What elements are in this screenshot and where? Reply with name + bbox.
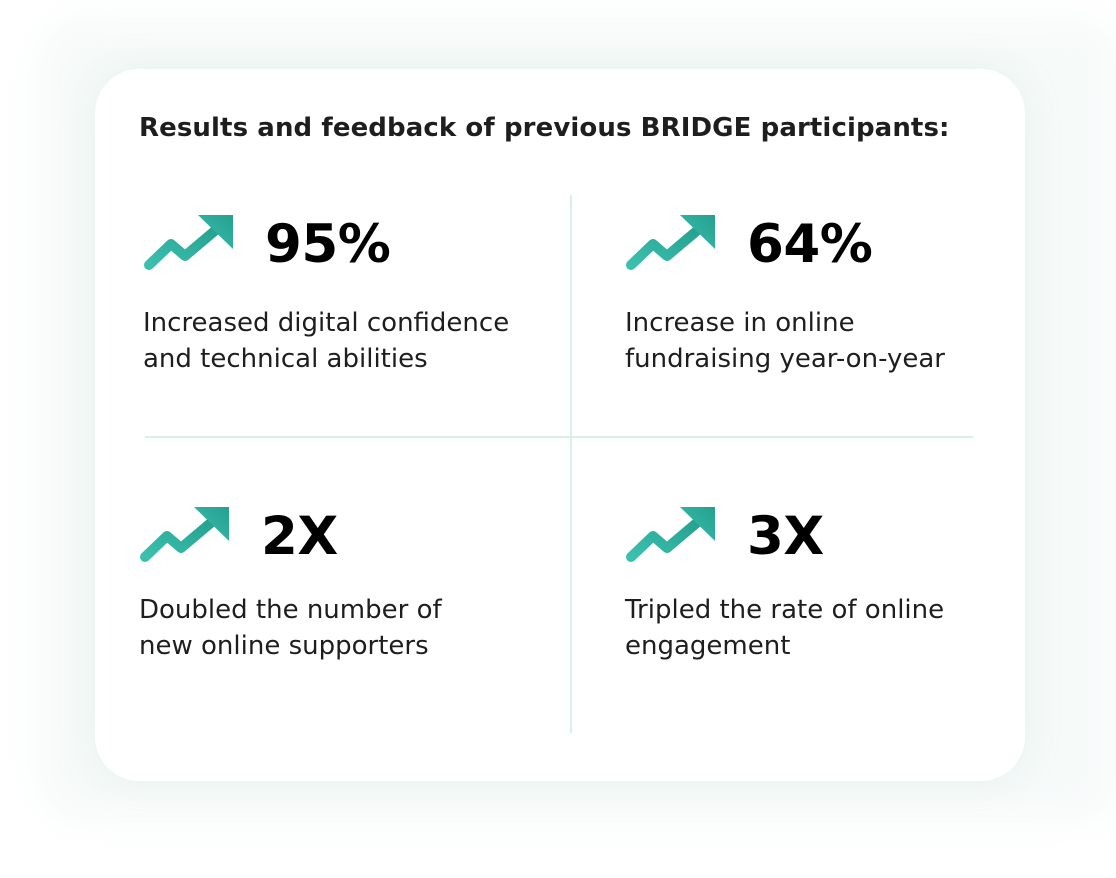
trending-up-arrow-icon	[144, 215, 233, 270]
stat-value: 3X	[747, 505, 824, 567]
results-card: Results and feedback of previous BRIDGE …	[95, 69, 1025, 781]
stat-value: 2X	[261, 505, 338, 567]
stat-description: Increase in online fundraising year-on-y…	[625, 308, 945, 374]
stat-description: Tripled the rate of online engagement	[625, 595, 945, 661]
stat-header: 2X	[139, 507, 442, 565]
horizontal-divider	[145, 436, 973, 438]
stat-block: 64% Increase in online fundraising year-…	[625, 215, 945, 377]
vertical-divider	[570, 195, 572, 733]
stat-header: 95%	[143, 215, 509, 273]
trending-up-arrow-icon	[626, 215, 715, 270]
stat-block: 95% Increased digital confidence and tec…	[143, 215, 509, 377]
stat-description: Increased digital confidence and technic…	[143, 308, 510, 374]
trending-up-arrow-icon	[140, 507, 229, 562]
card-heading: Results and feedback of previous BRIDGE …	[139, 113, 950, 143]
stat-block: 3X Tripled the rate of online engagement	[625, 507, 944, 664]
stat-block: 2X Doubled the number of new online supp…	[139, 507, 442, 664]
stat-header: 64%	[625, 215, 945, 273]
stat-header: 3X	[625, 507, 944, 565]
stat-description: Doubled the number of new online support…	[139, 595, 442, 661]
stat-value: 64%	[747, 213, 873, 275]
trending-up-arrow-icon	[626, 507, 715, 562]
stat-value: 95%	[265, 213, 391, 275]
